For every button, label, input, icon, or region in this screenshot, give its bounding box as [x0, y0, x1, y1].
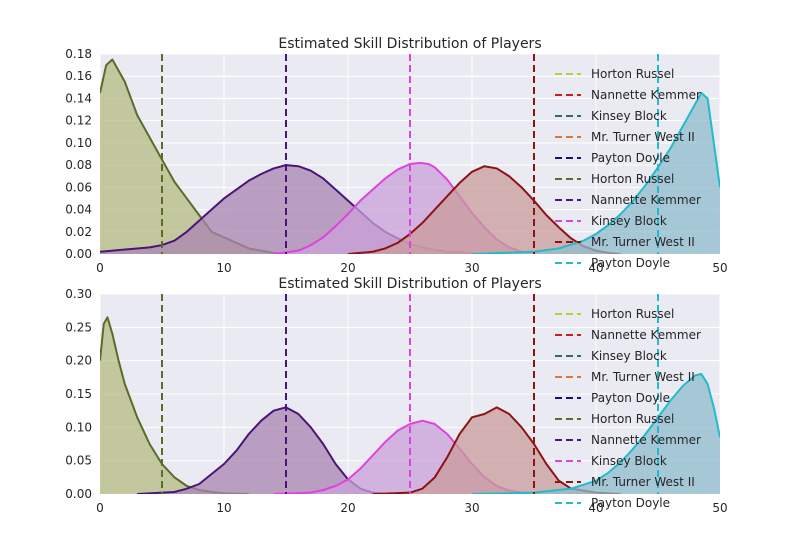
x-tick-label: 50	[712, 501, 727, 515]
y-tick-label: 0.15	[65, 387, 92, 401]
legend-label: Kinsey Block	[591, 349, 667, 363]
chart-panel-1: 0 10 20 30 40 50 0.00 0.02 0.04 0.06 0.08 0.10 0.12 0…	[65, 36, 727, 275]
series-line-5	[471, 91, 720, 254]
series-area-1	[100, 59, 286, 254]
y-tick-label: 0.10	[65, 136, 92, 150]
chart-title: Estimated Skill Distribution of Players	[278, 276, 541, 292]
legend-label: Mr. Turner West II	[591, 130, 695, 144]
legend-label: Mr. Turner West II	[591, 370, 695, 384]
x-tick-label: 20	[340, 501, 355, 515]
y-tick-label: 0.02	[65, 225, 92, 239]
chart-title: Estimated Skill Distribution of Players	[278, 36, 541, 52]
x-tick-label: 40	[588, 261, 603, 275]
legend: Horton Russel Nannette Kemmer Kinsey Block…	[555, 307, 701, 510]
x-tick-label: 30	[464, 261, 479, 275]
plot-area	[100, 294, 720, 494]
legend-label: Horton Russel	[591, 307, 674, 321]
series-area-4	[372, 407, 621, 494]
series-line-4	[372, 406, 621, 494]
legend-label: Nannette Kemmer	[591, 88, 701, 102]
legend-label: Horton Russel	[591, 172, 674, 186]
legend-label: Horton Russel	[591, 67, 674, 81]
y-tick-label: 0.08	[65, 158, 92, 172]
x-tick-label: 10	[216, 261, 231, 275]
legend-label: Kinsey Block	[591, 214, 667, 228]
y-tick-label: 0.05	[65, 454, 92, 468]
legend-label: Payton Doyle	[591, 391, 670, 405]
legend-label: Mr. Turner West II	[591, 235, 695, 249]
y-tick-label: 0.18	[65, 47, 92, 61]
legend-label: Nannette Kemmer	[591, 193, 701, 207]
chart-panel-2: 0 10 20 30 40 50 0.00 0.05 0.10 0.15 0.20 0.25 0.30 E…	[65, 276, 727, 515]
x-tick-label: 10	[216, 501, 231, 515]
y-tick-label: 0.10	[65, 420, 92, 434]
x-tick-label: 50	[712, 261, 727, 275]
y-tick-label: 0.12	[65, 114, 92, 128]
y-tick-label: 0.25	[65, 320, 92, 334]
x-tick-label: 30	[464, 501, 479, 515]
legend-label: Horton Russel	[591, 412, 674, 426]
series-area-4	[348, 166, 621, 254]
legend-label: Mr. Turner West II	[591, 475, 695, 489]
legend-label: Payton Doyle	[591, 256, 670, 270]
legend: Horton Russel Nannette Kemmer Kinsey Block…	[555, 67, 701, 270]
legend-label: Payton Doyle	[591, 151, 670, 165]
y-tick-label: 0.04	[65, 203, 92, 217]
y-tick-label: 0.00	[65, 247, 92, 261]
x-tick-label: 20	[340, 261, 355, 275]
y-tick-label: 0.14	[65, 91, 92, 105]
x-tick-label: 40	[588, 501, 603, 515]
series-line-5	[471, 373, 720, 494]
legend-label: Nannette Kemmer	[591, 433, 701, 447]
legend-label: Kinsey Block	[591, 454, 667, 468]
legend-label: Payton Doyle	[591, 496, 670, 510]
legend-label: Nannette Kemmer	[591, 328, 701, 342]
x-tick-label: 0	[96, 261, 104, 275]
y-tick-label: 0.06	[65, 180, 92, 194]
y-tick-label: 0.16	[65, 69, 92, 83]
y-tick-label: 0.30	[65, 287, 92, 301]
y-tick-label: 0.20	[65, 354, 92, 368]
x-tick-label: 0	[96, 501, 104, 515]
series-area-2	[137, 407, 386, 494]
series-area-1	[100, 317, 249, 494]
plot-area	[100, 54, 720, 254]
legend-label: Kinsey Block	[591, 109, 667, 123]
y-tick-label: 0.00	[65, 487, 92, 501]
